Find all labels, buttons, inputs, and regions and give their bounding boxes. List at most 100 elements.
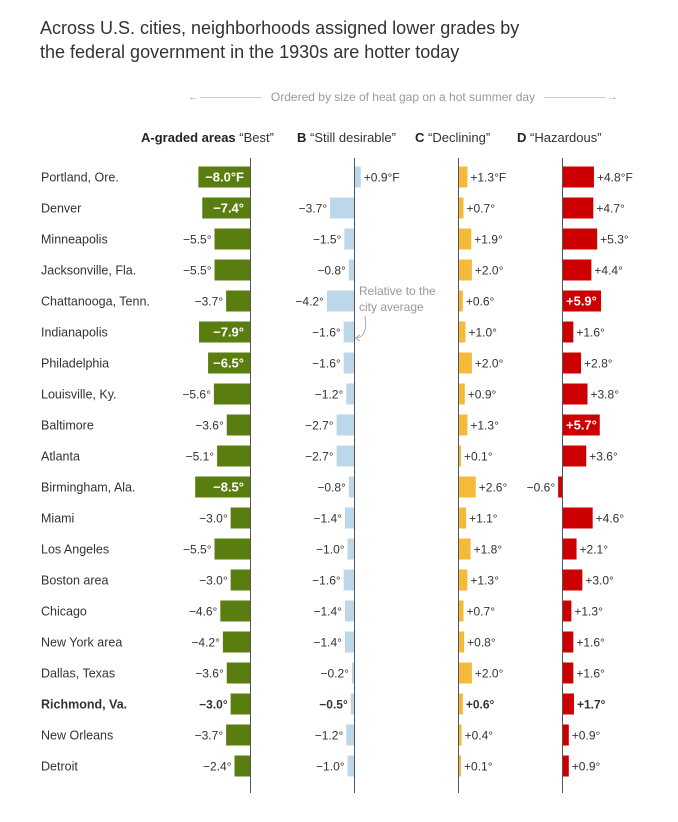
value-label-d-jacksonville-fla: +4.4°: [594, 264, 623, 278]
value-label-b-detroit: −1.0°: [316, 760, 345, 774]
bar-d-baltimore: [563, 414, 600, 436]
value-label-d-atlanta: +3.6°: [589, 450, 618, 464]
value-label-c-new-orleans: +0.4°: [465, 729, 494, 743]
bar-a-denver: [202, 197, 250, 219]
value-label-b-louisville-ky: −1.2°: [315, 388, 344, 402]
value-label-c-minneapolis: +1.9°: [474, 233, 503, 247]
value-label-c-atlanta: +0.1°: [464, 450, 493, 464]
ordered-note-text: Ordered by size of heat gap on a hot sum…: [270, 90, 536, 104]
bar-c-birmingham-ala: [459, 476, 476, 498]
bar-d-boston-area: [563, 569, 583, 591]
city-label-baltimore: Baltimore: [41, 419, 94, 433]
value-label-c-chicago: +0.7°: [467, 605, 496, 619]
bar-a-indianapolis: [199, 321, 250, 343]
chart-title-line-1: Across U.S. cities, neighborhoods assign…: [40, 18, 520, 38]
value-label-a-denver: −7.4°: [213, 201, 244, 216]
value-label-c-indianapolis: +1.0°: [468, 326, 497, 340]
bar-a-jacksonville-fla: [214, 259, 250, 281]
value-label-d-miami: +4.6°: [596, 512, 625, 526]
bar-a-portland-ore: [198, 166, 250, 188]
value-label-b-indianapolis: −1.6°: [312, 326, 341, 340]
value-label-b-portland-ore: +0.9°F: [364, 171, 400, 185]
value-label-d-los-angeles: +2.1°: [580, 543, 609, 557]
value-label-d-dallas-texas: +1.6°: [576, 667, 605, 681]
bar-b-miami: [344, 507, 354, 529]
value-label-a-indianapolis: −7.9°: [213, 325, 244, 340]
city-label-boston-area: Boston area: [41, 574, 108, 588]
bar-b-louisville-ky: [346, 383, 354, 405]
bar-d-denver: [563, 197, 594, 219]
column-header-d: D “Hazardous”: [517, 130, 602, 145]
bar-c-minneapolis: [459, 228, 472, 250]
ordered-note-line-left: [200, 97, 262, 98]
city-label-portland-ore: Portland, Ore.: [41, 171, 119, 185]
value-label-c-los-angeles: +1.8°: [474, 543, 503, 557]
value-label-d-detroit: +0.9°: [572, 760, 601, 774]
value-label-d-minneapolis: +5.3°: [600, 233, 629, 247]
value-label-d-chicago: +1.3°: [574, 605, 603, 619]
value-label-c-birmingham-ala: +2.6°: [479, 481, 508, 495]
value-label-b-minneapolis: −1.5°: [313, 233, 342, 247]
value-label-d-portland-ore: +4.8°F: [597, 171, 633, 185]
bar-c-detroit: [459, 755, 461, 777]
bar-b-richmond-va: [350, 693, 354, 715]
value-label-c-philadelphia: +2.0°: [475, 357, 504, 371]
bar-c-miami: [459, 507, 467, 529]
annotation-line-1: Relative to the: [359, 284, 436, 298]
value-label-a-miami: −3.0°: [199, 512, 228, 526]
value-label-a-atlanta: −5.1°: [186, 450, 215, 464]
column-header-b-letter: B: [297, 130, 307, 145]
bar-a-dallas-texas: [226, 662, 250, 684]
city-label-minneapolis: Minneapolis: [41, 233, 108, 247]
city-label-atlanta: Atlanta: [41, 450, 80, 464]
bar-b-new-york-area: [344, 631, 354, 653]
value-label-d-boston-area: +3.0°: [585, 574, 614, 588]
value-label-a-boston-area: −3.0°: [199, 574, 228, 588]
bar-b-minneapolis: [344, 228, 354, 250]
bar-a-new-orleans: [226, 724, 250, 746]
bar-c-los-angeles: [459, 538, 471, 560]
annotation-line-2: city average: [359, 300, 424, 314]
bar-d-minneapolis: [563, 228, 598, 250]
bar-d-birmingham-ala: [558, 476, 562, 498]
bar-c-dallas-texas: [459, 662, 472, 684]
value-label-c-chattanooga-tenn: +0.6°: [466, 295, 495, 309]
bar-a-detroit: [234, 755, 250, 777]
value-label-d-richmond-va: +1.7°: [577, 698, 606, 712]
value-label-b-baltimore: −2.7°: [305, 419, 334, 433]
column-header-c-desc: “Declining”: [428, 130, 491, 145]
value-label-b-richmond-va: −0.5°: [319, 698, 348, 712]
column-header-b: B “Still desirable”: [297, 130, 396, 145]
bar-c-portland-ore: [459, 166, 468, 188]
bar-c-jacksonville-fla: [459, 259, 472, 281]
bar-a-birmingham-ala: [195, 476, 250, 498]
bar-c-denver: [459, 197, 464, 219]
bar-b-birmingham-ala: [348, 476, 354, 498]
annotation-pointer: [356, 315, 367, 339]
value-label-b-los-angeles: −1.0°: [316, 543, 345, 557]
column-header-d-letter: D: [517, 130, 527, 145]
bar-a-new-york-area: [222, 631, 250, 653]
city-label-miami: Miami: [41, 512, 74, 526]
bar-a-chattanooga-tenn: [226, 290, 250, 312]
city-label-birmingham-ala: Birmingham, Ala.: [41, 481, 135, 495]
bar-a-minneapolis: [214, 228, 250, 250]
value-label-c-portland-ore: +1.3°F: [470, 171, 506, 185]
column-header-c-letter: C: [415, 130, 425, 145]
bar-a-baltimore: [226, 414, 250, 436]
value-label-c-miami: +1.1°: [469, 512, 498, 526]
value-label-c-dallas-texas: +2.0°: [475, 667, 504, 681]
bar-a-philadelphia: [208, 352, 250, 374]
bar-b-los-angeles: [347, 538, 354, 560]
value-label-a-richmond-va: −3.0°: [199, 698, 228, 712]
value-label-c-boston-area: +1.3°: [470, 574, 499, 588]
bar-b-portland-ore: [355, 166, 361, 188]
bar-b-chattanooga-tenn: [326, 290, 354, 312]
value-label-b-jacksonville-fla: −0.8°: [317, 264, 346, 278]
value-label-a-chicago: −4.6°: [189, 605, 218, 619]
value-label-b-birmingham-ala: −0.8°: [317, 481, 346, 495]
value-label-a-birmingham-ala: −8.5°: [213, 480, 244, 495]
value-label-b-philadelphia: −1.6°: [312, 357, 341, 371]
value-label-c-baltimore: +1.3°: [470, 419, 499, 433]
